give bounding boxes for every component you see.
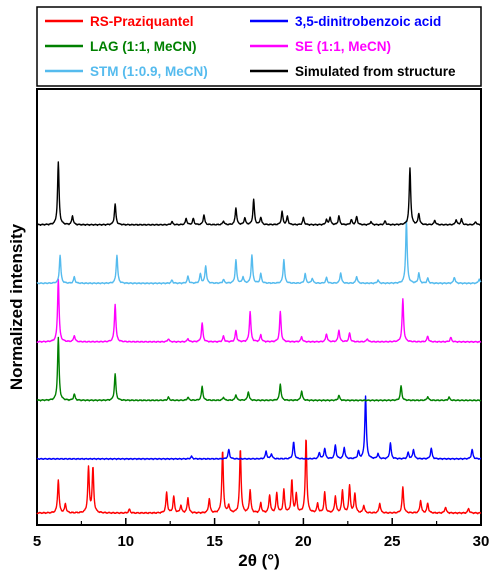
series-line xyxy=(36,395,482,461)
x-axis-title: 2θ (°) xyxy=(238,551,280,570)
series-line xyxy=(36,336,482,402)
series-2 xyxy=(36,395,482,461)
legend-item: RS-Praziquantel xyxy=(45,14,194,29)
legend-item: STM (1:0.9, MeCN) xyxy=(45,64,208,79)
legend-label: RS-Praziquantel xyxy=(90,14,194,29)
x-tick-label: 5 xyxy=(33,533,41,550)
x-tick-label: 10 xyxy=(117,533,134,550)
x-tick-label: 30 xyxy=(473,533,490,550)
series-line xyxy=(36,439,482,515)
legend-label: Simulated from structure xyxy=(295,64,456,79)
series-3 xyxy=(36,336,482,402)
legend-item: LAG (1:1, MeCN) xyxy=(45,39,197,54)
legend: RS-Praziquantel 3,5-dinitrobenzoic acid LA… xyxy=(45,14,456,79)
series-5 xyxy=(36,219,482,285)
x-tick-label: 25 xyxy=(384,533,401,550)
series-line xyxy=(36,278,482,344)
legend-item: SE (1:1, MeCN) xyxy=(250,39,391,54)
series-line xyxy=(36,219,482,285)
legend-item: 3,5-dinitrobenzoic acid xyxy=(250,14,441,29)
x-tick-label: 20 xyxy=(295,533,312,550)
legend-label: STM (1:0.9, MeCN) xyxy=(90,64,208,79)
x-axis: 5 10 15 20 25 30 xyxy=(33,518,490,550)
legend-label: LAG (1:1, MeCN) xyxy=(90,39,197,54)
series-group xyxy=(36,161,482,515)
series-6 xyxy=(36,161,482,227)
legend-label: SE (1:1, MeCN) xyxy=(295,39,391,54)
series-4 xyxy=(36,278,482,344)
series-1 xyxy=(36,439,482,515)
y-axis-title: Normalized intensity xyxy=(7,223,26,390)
legend-item: Simulated from structure xyxy=(250,64,456,79)
x-tick-label: 15 xyxy=(206,533,223,550)
series-line xyxy=(36,161,482,227)
legend-label: 3,5-dinitrobenzoic acid xyxy=(295,14,441,29)
